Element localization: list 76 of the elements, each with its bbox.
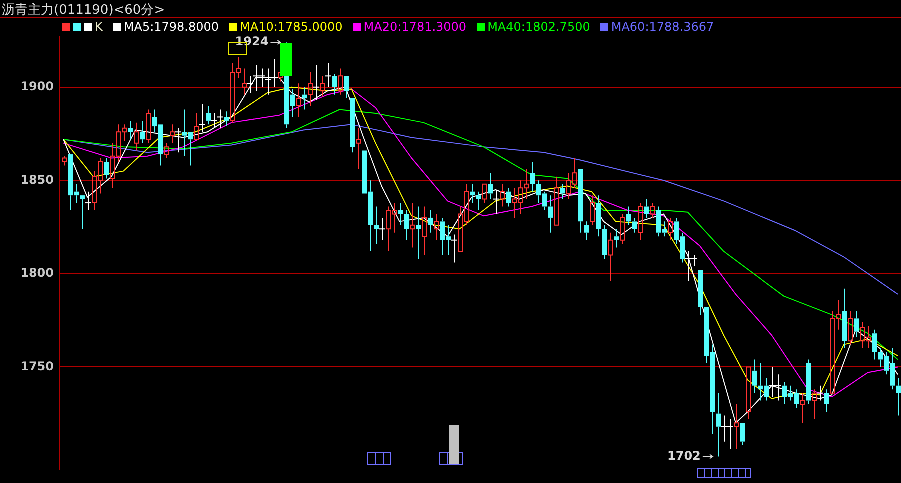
candlestick: [128, 120, 133, 140]
candlestick: [644, 198, 649, 218]
chart-title: 沥青主力(011190)<60分>: [2, 2, 166, 19]
candlestick: [206, 106, 211, 126]
candlestick: [530, 161, 535, 192]
candlestick: [590, 195, 595, 226]
candlestick: [308, 72, 313, 107]
candlestick: [554, 176, 559, 226]
candlestick: [716, 392, 721, 458]
candlestick: [170, 124, 175, 144]
candlestick: [356, 128, 361, 170]
candlestick: [842, 288, 847, 350]
candlestick: [560, 184, 565, 200]
candlestick: [752, 359, 757, 394]
candlestick: [896, 378, 901, 416]
candlestick: [338, 68, 343, 96]
candlestick: [698, 270, 703, 316]
candlestick: [626, 206, 631, 226]
candlestick: [350, 98, 355, 154]
candlestick: [614, 228, 619, 248]
candlestick: [650, 202, 655, 218]
candlestick: [134, 122, 139, 152]
candlestick: [500, 184, 505, 208]
candlestick: [194, 112, 199, 140]
candlestick: [416, 206, 421, 260]
candlestick: [740, 423, 745, 446]
candlestick: [854, 310, 859, 338]
candlestick: [404, 210, 409, 241]
candlestick: [806, 359, 811, 406]
candlestick: [428, 210, 433, 234]
y-tick-label: 1750: [20, 359, 54, 374]
legend-label: MA5:1798.8000: [124, 20, 220, 34]
candlestick: [470, 184, 475, 204]
candlestick: [410, 202, 415, 248]
candlestick: [476, 191, 481, 211]
candlestick: [602, 224, 607, 260]
candlestick: [488, 172, 493, 200]
candlestick: [344, 76, 349, 100]
candlestick: [320, 76, 325, 98]
candlestick: [434, 214, 439, 241]
candlestick: [800, 392, 805, 424]
candlestick: [224, 111, 229, 128]
candlestick: [296, 83, 301, 118]
candlestick: [638, 202, 643, 241]
candlestick: [242, 68, 247, 96]
y-tick-label: 1850: [20, 172, 54, 187]
candlestick: [302, 86, 307, 110]
candlestick: [80, 196, 85, 230]
legend-label: MA20:1781.3000: [364, 20, 467, 34]
candlestick: [668, 217, 673, 241]
candlestick: [140, 120, 145, 144]
candlestick: [596, 195, 601, 238]
candlestick: [746, 366, 751, 420]
legend-label: MA60:1788.3667: [611, 20, 714, 34]
candlestick: [824, 389, 829, 412]
annotation: 1924: [235, 34, 269, 49]
y-tick-label: 1800: [20, 266, 54, 280]
legend-label: MA10:1785.0000: [240, 20, 343, 34]
candlestick: [374, 206, 379, 245]
legend-label: MA40:1802.7500: [488, 20, 590, 34]
y-tick-label: 1900: [20, 79, 54, 94]
candlestick: [608, 232, 613, 282]
annotation: 1702: [668, 448, 701, 463]
candlestick: [632, 217, 637, 234]
candlestick: [872, 329, 877, 360]
candlestick: [332, 74, 337, 96]
candlestick: [734, 404, 739, 450]
candlestick: [506, 188, 511, 208]
candlestick: [104, 158, 109, 180]
candlestick: [584, 221, 589, 241]
candlestick: [548, 195, 553, 234]
candlestick: [398, 202, 403, 226]
candlestick: [422, 206, 427, 256]
candlestick: [848, 310, 853, 346]
candlestick: [812, 389, 817, 420]
legend-label: K: [95, 20, 103, 34]
